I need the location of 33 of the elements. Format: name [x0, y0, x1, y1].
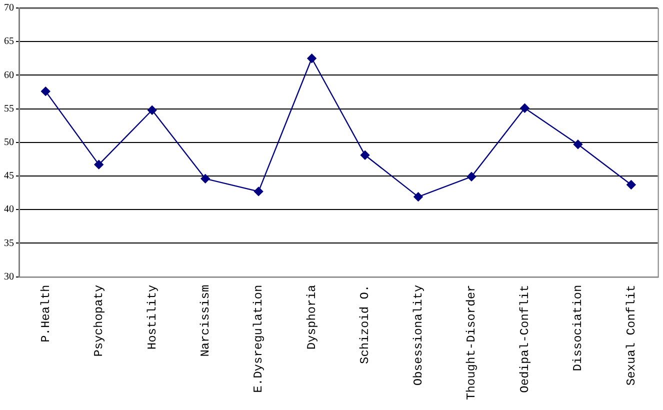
x-tick-label: Hostility — [145, 284, 160, 350]
y-tick-label: 35 — [4, 238, 14, 249]
point — [254, 186, 264, 196]
y-tick-label: 65 — [4, 36, 14, 48]
point — [520, 104, 530, 113]
x-tick-label: Sexual Conflit — [624, 284, 638, 386]
x-tick-label: Oedipal-Conflit — [518, 284, 532, 393]
y-tick-label: 45 — [4, 170, 14, 182]
y-tick-label: 55 — [4, 103, 14, 114]
point — [94, 160, 104, 170]
y-tick-label: 60 — [4, 70, 14, 81]
y-tick-label: 70 — [4, 2, 14, 14]
point — [360, 150, 370, 160]
point — [147, 106, 157, 115]
x-tick-label: Thought-Disorder — [464, 284, 479, 400]
point — [41, 86, 50, 96]
point — [573, 140, 583, 150]
y-tick-label: 30 — [4, 271, 14, 282]
y-tick-label: 40 — [4, 204, 14, 216]
x-tick-label: Dissociation — [571, 284, 586, 372]
y-tick-label: 50 — [4, 137, 14, 148]
point — [307, 54, 316, 63]
point — [414, 192, 423, 202]
point — [466, 172, 476, 182]
point — [200, 174, 210, 184]
point — [626, 180, 636, 190]
x-tick-label: Obsessionality — [411, 284, 426, 386]
x-tick-label: Schizoid O. — [358, 284, 372, 364]
x-tick-label: E.Dysregulation — [252, 284, 266, 393]
x-tick-label: P.Health — [38, 284, 53, 342]
x-tick-label: Narcissism — [198, 284, 212, 357]
x-tick-label: Dysphoria — [304, 284, 319, 350]
x-tick-label: Psychopaty — [92, 284, 106, 357]
